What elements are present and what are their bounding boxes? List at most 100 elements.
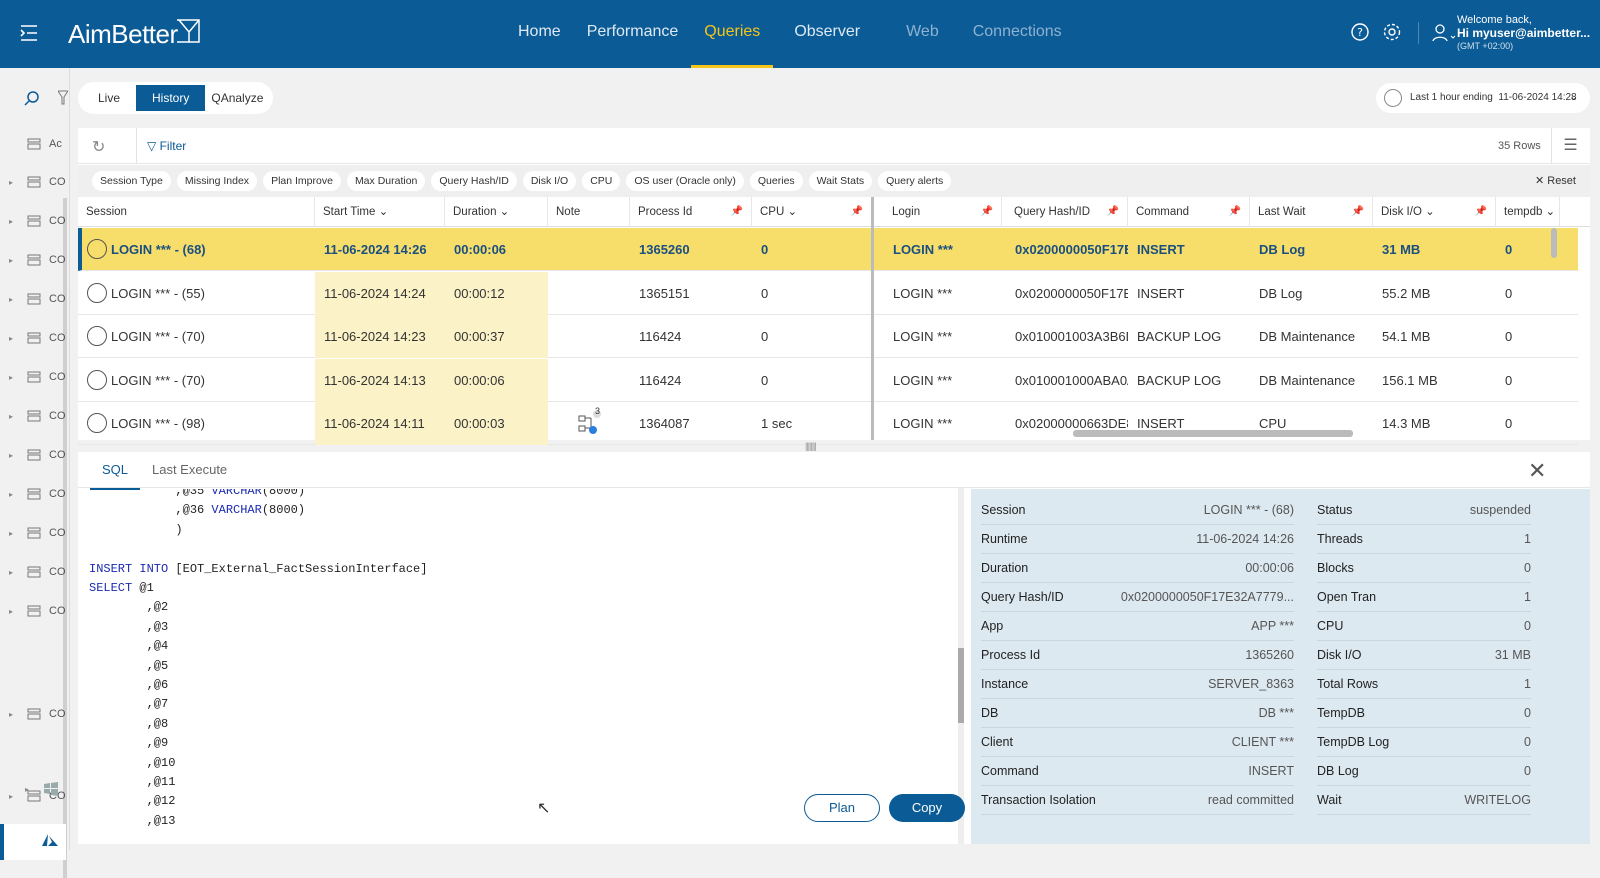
help-icon[interactable]: ? bbox=[1350, 22, 1370, 42]
sidebar-scrollbar[interactable] bbox=[63, 198, 67, 878]
copy-button[interactable]: Copy bbox=[889, 794, 965, 822]
sidebar-item[interactable]: ▸ CO bbox=[0, 402, 66, 432]
filter-chip[interactable]: Disk I/O bbox=[522, 171, 577, 191]
sidebar-item[interactable]: ▸ CO bbox=[0, 285, 66, 315]
sidebar-item[interactable]: ▸ CO bbox=[0, 441, 66, 471]
expand-arrow-icon[interactable]: ▸ bbox=[9, 710, 14, 719]
time-range-selector[interactable]: Last 1 hour ending 11-06-2024 14:28 ⌄ bbox=[1376, 83, 1590, 113]
expand-arrow-icon[interactable]: ▸ bbox=[25, 785, 30, 794]
nav-performance[interactable]: Performance bbox=[586, 23, 679, 40]
filter-chip[interactable]: CPU bbox=[582, 171, 621, 191]
expand-arrow-icon[interactable]: ▸ bbox=[9, 256, 14, 265]
filter-button[interactable]: ▽ Filter bbox=[136, 128, 186, 164]
col-tempdb[interactable]: tempdb ⌄ bbox=[1496, 197, 1560, 227]
expand-arrow-icon[interactable]: ▸ bbox=[9, 217, 14, 226]
code-scrollbar[interactable] bbox=[958, 488, 964, 844]
col-start-time[interactable]: Start Time ⌄ bbox=[315, 197, 445, 227]
pin-icon[interactable]: 📌 bbox=[1351, 206, 1364, 217]
tab-sql[interactable]: SQL bbox=[90, 452, 141, 490]
col-command[interactable]: Command 📌 bbox=[1128, 197, 1250, 227]
vertical-scrollbar[interactable] bbox=[1551, 228, 1557, 258]
sql-code-view[interactable]: ,@35 VARCHAR(8000) ,@36 VARCHAR(8000) ) I… bbox=[78, 489, 958, 844]
sidebar-item[interactable]: ▸ CO bbox=[0, 207, 66, 237]
sidebar-item[interactable]: ▸ CO bbox=[0, 519, 66, 549]
sidebar-item[interactable]: ▸ CO bbox=[0, 363, 66, 393]
settings-gear-icon[interactable] bbox=[1382, 22, 1402, 42]
table-row[interactable]: LOGIN *** - (68) 11-06-2024 14:26 00:00:06… bbox=[78, 228, 1578, 271]
expand-arrow-icon[interactable]: ▸ bbox=[9, 334, 14, 343]
user-avatar-icon[interactable] bbox=[1431, 22, 1457, 44]
user-greeting[interactable]: Welcome back, Hi myuser@aimbetter... (GM… bbox=[1457, 14, 1591, 51]
nav-connections[interactable]: Connections bbox=[972, 23, 1062, 40]
expand-arrow-icon[interactable]: ▸ bbox=[9, 178, 14, 187]
plan-button[interactable]: Plan bbox=[804, 794, 880, 822]
sidebar-item[interactable]: ▸ CO bbox=[0, 480, 66, 510]
sidebar-item[interactable]: ▸ CO bbox=[0, 168, 66, 198]
nav-home[interactable]: Home bbox=[518, 23, 561, 40]
frozen-column-divider[interactable] bbox=[871, 197, 874, 440]
nav-web[interactable]: Web bbox=[906, 23, 939, 40]
reset-button[interactable]: ✕ Reset bbox=[1534, 175, 1576, 187]
col-query-hash[interactable]: Query Hash/ID 📌 bbox=[1006, 197, 1128, 227]
filter-chip[interactable]: OS user (Oracle only) bbox=[626, 171, 744, 191]
sidebar-item-active[interactable] bbox=[0, 824, 66, 860]
expand-arrow-icon[interactable]: ▸ bbox=[9, 568, 14, 577]
expand-arrow-icon[interactable]: ▸ bbox=[9, 451, 14, 460]
tab-history[interactable]: History bbox=[136, 85, 206, 111]
filter-chip[interactable]: Missing Index bbox=[176, 171, 258, 191]
horizontal-scrollbar[interactable] bbox=[1073, 430, 1353, 437]
col-duration[interactable]: Duration ⌄ bbox=[445, 197, 548, 227]
col-process-id[interactable]: Process Id 📌 bbox=[630, 197, 752, 227]
menu-toggle-icon[interactable] bbox=[18, 22, 40, 44]
expand-arrow-icon[interactable]: ▸ bbox=[9, 295, 14, 304]
sidebar-item[interactable]: ▸ CO bbox=[0, 597, 66, 627]
col-note[interactable]: Note bbox=[548, 197, 630, 227]
expand-arrow-icon[interactable]: ▸ bbox=[9, 529, 14, 538]
filter-chip[interactable]: Wait Stats bbox=[808, 171, 873, 191]
nav-queries[interactable]: Queries bbox=[691, 0, 774, 68]
plan-tree-icon[interactable] bbox=[577, 410, 603, 436]
filter-chip[interactable]: Max Duration bbox=[346, 171, 426, 191]
expand-arrow-icon[interactable]: ▸ bbox=[9, 792, 14, 801]
sidebar-item-windows[interactable]: ▸ bbox=[0, 775, 66, 805]
expand-arrow-icon[interactable]: ▸ bbox=[9, 373, 14, 382]
filter-icon[interactable] bbox=[58, 90, 68, 106]
sidebar-item[interactable]: ▸ CO bbox=[0, 700, 66, 730]
tab-qanalyze[interactable]: QAnalyze bbox=[211, 91, 264, 105]
filter-chip[interactable]: Query Hash/ID bbox=[431, 171, 517, 191]
tab-live[interactable]: Live bbox=[98, 91, 121, 105]
sidebar-item[interactable]: ▸ CO bbox=[0, 246, 66, 276]
sidebar-item[interactable]: ▸ CO bbox=[0, 558, 66, 588]
col-login[interactable]: Login 📌 bbox=[884, 197, 1002, 227]
resize-handle[interactable]: |||||||| bbox=[805, 441, 817, 451]
filter-chip[interactable]: Queries bbox=[749, 171, 803, 191]
sidebar-item[interactable]: Ac bbox=[0, 130, 66, 160]
col-cpu[interactable]: CPU ⌄ 📌 bbox=[752, 197, 872, 227]
filter-chip[interactable]: Plan Improve bbox=[263, 171, 341, 191]
table-row[interactable]: LOGIN *** - (98) 11-06-2024 14:11 00:00:03… bbox=[78, 402, 1578, 445]
pin-icon[interactable]: 📌 bbox=[730, 206, 743, 217]
table-row[interactable]: LOGIN *** - (70) 11-06-2024 14:23 00:00:37… bbox=[78, 315, 1578, 358]
filter-chip[interactable]: Query alerts bbox=[878, 171, 952, 191]
close-icon[interactable]: ✕ bbox=[1528, 458, 1547, 483]
search-icon[interactable] bbox=[24, 90, 40, 106]
filter-chip[interactable]: Session Type bbox=[92, 171, 171, 191]
pin-icon[interactable]: 📌 bbox=[850, 206, 863, 217]
pin-icon[interactable]: 📌 bbox=[1106, 206, 1119, 217]
table-row[interactable]: LOGIN *** - (55) 11-06-2024 14:24 00:00:12… bbox=[78, 271, 1578, 315]
sidebar-item[interactable]: ▸ CO bbox=[0, 324, 66, 354]
nav-observer[interactable]: Observer bbox=[794, 23, 861, 40]
refresh-icon[interactable]: ↻ bbox=[92, 139, 106, 156]
col-last-wait[interactable]: Last Wait 📌 bbox=[1250, 197, 1373, 227]
expand-arrow-icon[interactable]: ▸ bbox=[9, 412, 14, 421]
expand-arrow-icon[interactable]: ▸ bbox=[9, 490, 14, 499]
table-row[interactable]: LOGIN *** - (70) 11-06-2024 14:13 00:00:06… bbox=[78, 358, 1578, 402]
column-settings-icon[interactable]: ☰ bbox=[1551, 128, 1589, 164]
tab-last-execute[interactable]: Last Execute bbox=[152, 462, 228, 477]
col-disk-io[interactable]: Disk I/O ⌄ 📌 bbox=[1373, 197, 1496, 227]
pin-icon[interactable]: 📌 bbox=[1474, 206, 1487, 217]
pin-icon[interactable]: 📌 bbox=[1228, 206, 1241, 217]
app-logo[interactable]: AimBetter bbox=[68, 19, 201, 50]
expand-arrow-icon[interactable]: ▸ bbox=[9, 607, 14, 616]
col-session[interactable]: Session bbox=[78, 197, 315, 227]
